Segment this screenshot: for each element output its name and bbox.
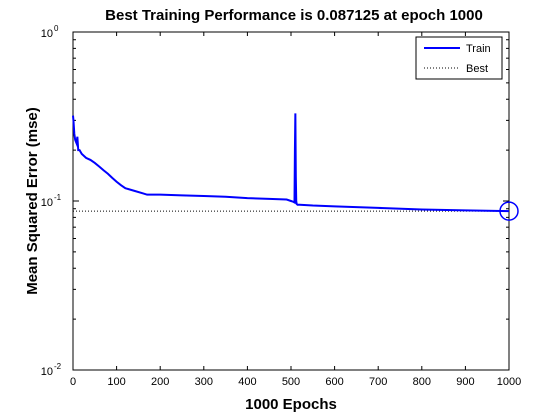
x-tick-label: 300	[195, 376, 213, 388]
legend-box	[415, 36, 503, 80]
x-tick-label: 0	[70, 376, 76, 388]
x-tick-label: 200	[151, 376, 169, 388]
x-tick-label: 500	[282, 376, 300, 388]
x-tick-label: 700	[369, 376, 387, 388]
legend-best-label: Best	[466, 63, 488, 75]
x-tick-label: 600	[325, 376, 343, 388]
x-tick-label: 100	[107, 376, 125, 388]
x-tick-label: 400	[238, 376, 256, 388]
x-tick-label: 900	[456, 376, 474, 388]
y-tick-exponent: -2	[54, 362, 62, 371]
y-tick-label: 10	[41, 197, 53, 209]
chart-title: Best Training Performance is 0.087125 at…	[105, 7, 483, 24]
x-axis-label: 1000 Epochs	[245, 396, 337, 413]
legend-train-label: Train	[466, 43, 491, 55]
y-tick-label: 10	[41, 366, 53, 378]
x-axis-ticks: 0 100 200 300 400 500 600 700 800 900 1000	[70, 32, 521, 388]
y-axis-label: Mean Squared Error (mse)	[24, 107, 41, 295]
best-point-marker	[499, 201, 519, 221]
y-tick-exponent: 0	[54, 24, 59, 33]
x-tick-label: 1000	[497, 376, 521, 388]
y-tick-exponent: -1	[54, 193, 62, 202]
x-tick-label: 800	[413, 376, 431, 388]
y-tick-label: 10	[41, 28, 53, 40]
legend: Train Best	[415, 36, 503, 80]
train-series-line	[72, 113, 510, 213]
